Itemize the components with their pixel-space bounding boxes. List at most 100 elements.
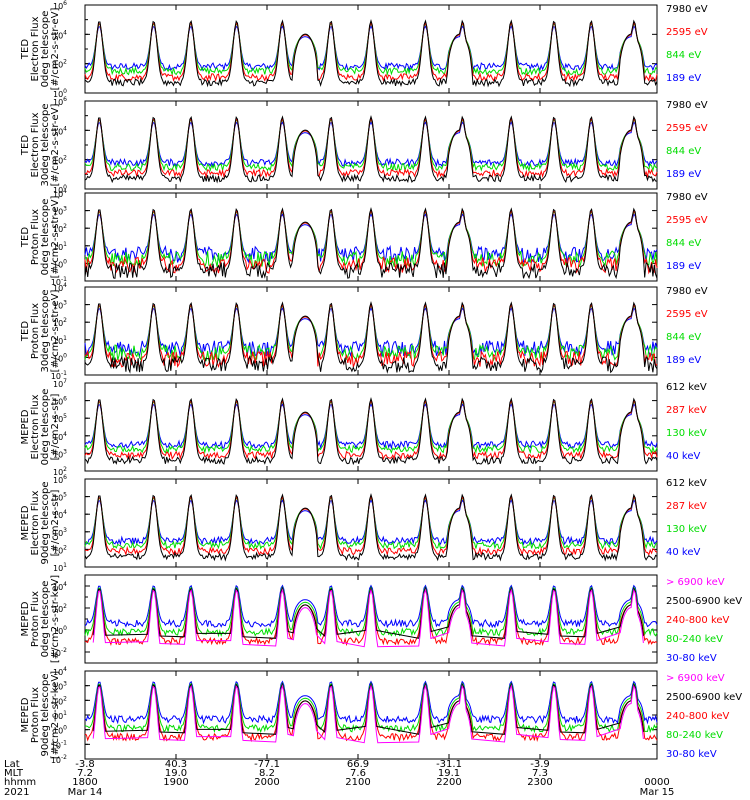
y-tick-label: 10-1 — [51, 739, 67, 750]
x-tick-lat: -77.1 — [254, 759, 280, 770]
y-tick-label: 104 — [53, 125, 67, 136]
legend-entry: 844 eV — [666, 332, 701, 343]
y-tick-label: 104 — [53, 581, 67, 592]
y-tick-label: 100 — [53, 258, 67, 269]
y-tick-label: 100 — [53, 625, 67, 636]
legend-entry: 240-800 keV — [666, 615, 730, 626]
legend-entry: > 6900 keV — [666, 577, 725, 588]
series-trace — [84, 495, 658, 557]
y-tick-label: 103 — [53, 206, 67, 217]
x-row-label: 2021 — [4, 787, 29, 798]
x-row-label: hhmm — [4, 777, 36, 788]
legend-entry: 844 eV — [666, 146, 701, 157]
series-trace — [84, 209, 658, 275]
legend-entry: 189 eV — [666, 355, 701, 366]
legend-entry: 844 eV — [666, 50, 701, 61]
x-tick-hhmm: 2100 — [345, 777, 370, 788]
y-tick-label: 102 — [53, 59, 67, 70]
legend-entry: 2595 eV — [666, 215, 708, 226]
y-axis-label: MEPEDElectron Flux90deg telescope[#/cm2-… — [20, 481, 61, 564]
legend-entry: 7980 eV — [666, 4, 708, 15]
legend-entry: 40 keV — [666, 451, 700, 462]
y-axis-label: TEDElectron Flux30deg telescope[#/cm2-s-… — [20, 103, 61, 186]
legend-entry: 612 keV — [666, 478, 707, 489]
series-trace — [84, 22, 658, 77]
legend-entry: 844 eV — [666, 238, 701, 249]
series-trace — [84, 120, 658, 168]
x-tick-hhmm: 2000 — [254, 777, 279, 788]
y-tick-label: 106 — [53, 396, 67, 407]
x-tick-hhmm: 2200 — [436, 777, 461, 788]
legend-entry: 2500-6900 keV — [666, 596, 742, 607]
plot-frame — [84, 478, 658, 568]
y-tick-label: 105 — [53, 413, 67, 424]
y-tick-label: 101 — [53, 335, 67, 346]
legend-entry: 287 keV — [666, 501, 707, 512]
series-trace — [84, 402, 658, 450]
y-tick-label: 104 — [53, 666, 67, 677]
x-tick-mlt: 7.3 — [532, 768, 548, 779]
y-tick-label: 101 — [53, 710, 67, 721]
x-tick-hhmm: 0000 — [644, 777, 669, 788]
legend-entry: 80-240 keV — [666, 634, 723, 645]
y-tick-label: 105 — [53, 492, 67, 503]
y-tick-label: 101 — [53, 562, 67, 573]
x-tick-lat: -31.1 — [436, 759, 462, 770]
y-tick-label: 103 — [53, 300, 67, 311]
series-trace — [84, 21, 658, 83]
legend-entry: 189 eV — [666, 73, 701, 84]
y-tick-label: 102 — [53, 603, 67, 614]
series-trace — [84, 212, 658, 264]
x-tick-lat: -3.8 — [75, 759, 95, 770]
y-tick-label: 103 — [53, 448, 67, 459]
legend-entry: 287 keV — [666, 405, 707, 416]
legend-entry: 7980 eV — [666, 286, 708, 297]
series-trace — [84, 681, 658, 734]
legend-entry: 2595 eV — [666, 309, 708, 320]
y-tick-label: 102 — [53, 317, 67, 328]
series-trace — [92, 684, 644, 744]
legend-entry: 2500-6900 keV — [666, 692, 742, 703]
x-tick-mlt: 19.0 — [165, 768, 187, 779]
plot-frame — [84, 192, 658, 282]
x-row-label: MLT — [4, 768, 24, 779]
y-tick-label: 106 — [53, 474, 67, 485]
x-tick-lat: 66.9 — [347, 759, 369, 770]
y-axis-label: TEDProton Flux0deg telescope[#/cm2-s-str… — [20, 196, 61, 279]
y-tick-label: 106 — [53, 0, 67, 11]
y-tick-label: 102 — [53, 544, 67, 555]
y-tick-label: 102 — [53, 223, 67, 234]
y-tick-label: 103 — [53, 681, 67, 692]
y-tick-label: 10-1 — [51, 370, 67, 381]
series-trace — [84, 19, 658, 88]
y-tick-label: 100 — [53, 184, 67, 195]
legend-entry: 7980 eV — [666, 100, 708, 111]
series-trace — [84, 207, 658, 280]
y-axis-label: MEPEDProton Flux90deg telescope[#/cm2-s-… — [20, 671, 61, 759]
y-axis-label: TEDProton Flux30deg telescope[#/cm2-s-st… — [20, 289, 61, 372]
y-tick-label: 100 — [53, 725, 67, 736]
y-axis-label: MEPEDElectron Flux0deg telescope[#/cm2-s… — [20, 389, 61, 466]
x-tick-date: Mar 15 — [640, 787, 675, 798]
series-trace — [84, 118, 658, 173]
y-tick-label: 104 — [53, 509, 67, 520]
series-trace — [84, 680, 658, 725]
legend-entry: 130 keV — [666, 524, 707, 535]
plot-frame — [84, 100, 658, 190]
legend-entry: 240-800 keV — [666, 711, 730, 722]
legend-entry: > 6900 keV — [666, 673, 725, 684]
series-trace — [84, 585, 658, 638]
plot-frame — [84, 286, 658, 376]
series-trace — [84, 496, 658, 550]
series-trace — [84, 397, 658, 466]
y-tick-label: 104 — [53, 188, 67, 199]
y-tick-label: 102 — [53, 466, 67, 477]
